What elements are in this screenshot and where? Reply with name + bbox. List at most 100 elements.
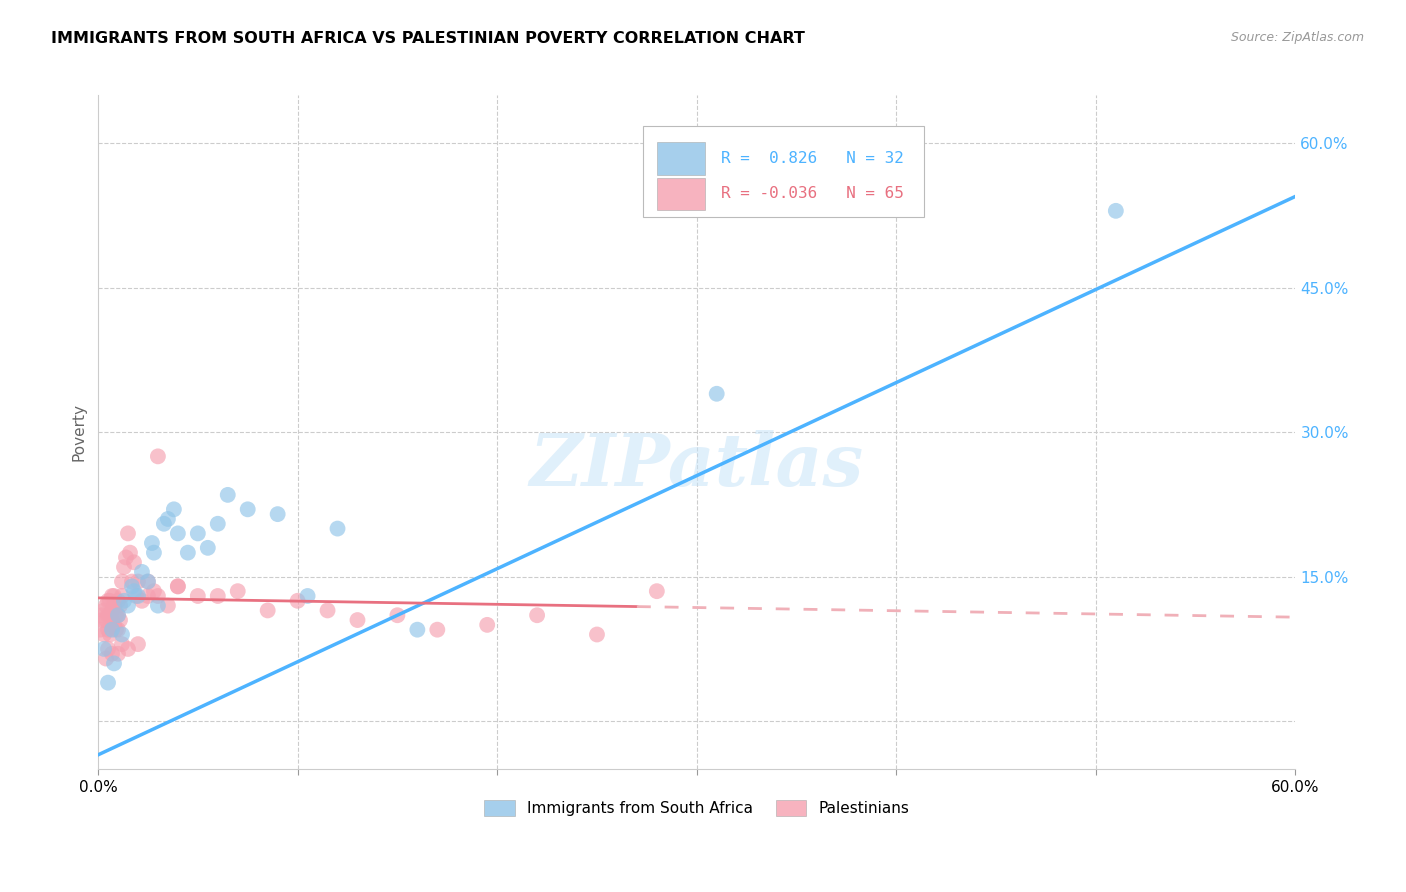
FancyBboxPatch shape <box>657 178 706 210</box>
Point <box>122 555 145 569</box>
Point <box>107 647 129 661</box>
Point <box>112 594 135 608</box>
Point <box>93 642 115 657</box>
FancyBboxPatch shape <box>643 126 924 217</box>
Point <box>406 623 429 637</box>
Point <box>111 637 134 651</box>
Point <box>287 594 309 608</box>
Point <box>103 657 125 671</box>
Point <box>187 589 209 603</box>
Point <box>426 623 449 637</box>
Point <box>167 579 190 593</box>
Point <box>706 386 728 401</box>
Point <box>326 522 349 536</box>
Text: IMMIGRANTS FROM SOUTH AFRICA VS PALESTINIAN POVERTY CORRELATION CHART: IMMIGRANTS FROM SOUTH AFRICA VS PALESTIN… <box>51 31 804 46</box>
Point <box>167 526 190 541</box>
Point <box>236 502 259 516</box>
Point <box>97 642 120 657</box>
Point <box>136 574 159 589</box>
Point <box>131 565 153 579</box>
Point <box>156 512 179 526</box>
Point <box>142 584 165 599</box>
Point <box>645 584 668 599</box>
Point <box>94 599 117 613</box>
Point <box>346 613 368 627</box>
Point <box>103 599 125 613</box>
Point <box>127 589 149 603</box>
Point <box>107 594 129 608</box>
Point <box>526 608 548 623</box>
Point <box>136 589 159 603</box>
Point <box>101 603 124 617</box>
Point <box>108 613 131 627</box>
Point <box>266 507 288 521</box>
Point <box>586 627 609 641</box>
Point <box>125 589 148 603</box>
Point <box>101 589 124 603</box>
Point <box>91 613 114 627</box>
Point <box>197 541 219 555</box>
Point <box>97 623 120 637</box>
Point <box>316 603 339 617</box>
Point <box>122 584 145 599</box>
Point <box>107 608 129 623</box>
Point <box>146 450 169 464</box>
Point <box>163 502 186 516</box>
Text: R =  0.826   N = 32: R = 0.826 N = 32 <box>721 151 904 166</box>
Point <box>111 627 134 641</box>
Point <box>98 594 121 608</box>
Point <box>112 560 135 574</box>
Point <box>107 623 129 637</box>
Point <box>167 579 190 593</box>
Point <box>131 594 153 608</box>
Point <box>117 642 139 657</box>
Point <box>207 516 229 531</box>
Point <box>97 594 120 608</box>
Text: R = -0.036   N = 65: R = -0.036 N = 65 <box>721 186 904 202</box>
Point <box>108 599 131 613</box>
Point <box>127 574 149 589</box>
Point <box>297 589 319 603</box>
Point <box>103 589 125 603</box>
FancyBboxPatch shape <box>657 143 706 175</box>
Point <box>117 599 139 613</box>
Point <box>177 546 200 560</box>
Point <box>103 618 125 632</box>
Point <box>97 675 120 690</box>
Point <box>105 623 128 637</box>
Point <box>91 608 114 623</box>
Point <box>117 526 139 541</box>
Point <box>121 579 143 593</box>
Point <box>115 550 138 565</box>
Text: Source: ZipAtlas.com: Source: ZipAtlas.com <box>1230 31 1364 45</box>
Point <box>101 623 124 637</box>
Point <box>136 574 159 589</box>
Point <box>207 589 229 603</box>
Point <box>1105 203 1128 218</box>
Point <box>101 613 124 627</box>
Point <box>93 603 115 617</box>
Point <box>141 536 163 550</box>
Text: ZIPatlas: ZIPatlas <box>530 431 863 501</box>
Point <box>105 608 128 623</box>
Point <box>387 608 409 623</box>
Point <box>93 627 115 641</box>
Point <box>107 608 129 623</box>
Point <box>256 603 278 617</box>
Point <box>121 574 143 589</box>
Legend: Immigrants from South Africa, Palestinians: Immigrants from South Africa, Palestinia… <box>478 794 915 822</box>
Point <box>118 546 141 560</box>
Point <box>187 526 209 541</box>
Point <box>226 584 249 599</box>
Point <box>97 608 120 623</box>
Point <box>153 516 176 531</box>
Point <box>156 599 179 613</box>
Point <box>98 627 121 641</box>
Point <box>142 546 165 560</box>
Point <box>101 647 124 661</box>
Point <box>111 574 134 589</box>
Point <box>94 651 117 665</box>
Y-axis label: Poverty: Poverty <box>72 403 86 461</box>
Point <box>477 618 499 632</box>
Point <box>98 608 121 623</box>
